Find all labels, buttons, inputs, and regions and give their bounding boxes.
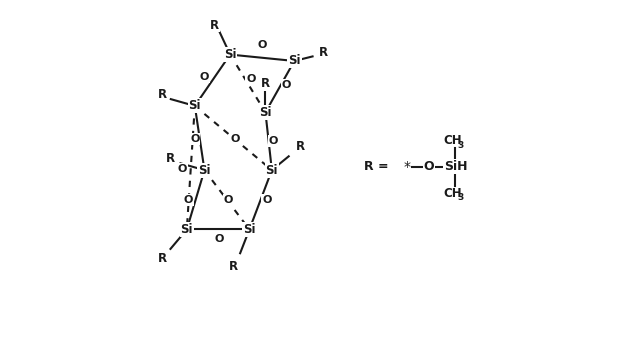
Text: O: O (230, 134, 239, 144)
Text: R: R (261, 77, 270, 90)
Text: Si: Si (189, 99, 201, 113)
Text: O: O (424, 160, 435, 174)
Text: R: R (158, 252, 167, 265)
Text: O: O (224, 195, 233, 205)
Text: 3: 3 (457, 141, 463, 150)
Text: O: O (200, 72, 209, 82)
Text: O: O (257, 40, 267, 50)
Text: Si: Si (259, 106, 272, 119)
Text: *: * (403, 160, 410, 174)
Text: 3: 3 (457, 193, 463, 202)
Text: O: O (184, 195, 193, 205)
Text: O: O (269, 136, 278, 146)
Text: Si: Si (288, 55, 301, 67)
Text: Si: Si (224, 48, 236, 61)
Text: R: R (157, 88, 166, 101)
Text: Si: Si (243, 223, 255, 236)
Text: Si: Si (198, 163, 211, 177)
Text: R =: R = (364, 160, 388, 174)
Text: R: R (210, 19, 220, 32)
Text: O: O (262, 195, 272, 205)
Text: R: R (319, 47, 328, 59)
Text: Si: Si (180, 223, 193, 236)
Text: CH: CH (444, 134, 462, 147)
Text: R: R (296, 140, 305, 153)
Text: R: R (228, 260, 238, 273)
Text: O: O (214, 234, 223, 244)
Text: R: R (166, 152, 175, 165)
Text: O: O (246, 73, 256, 84)
Text: SiH: SiH (444, 160, 467, 174)
Text: CH: CH (444, 187, 462, 200)
Text: O: O (190, 134, 200, 144)
Text: Si: Si (266, 163, 278, 177)
Text: O: O (178, 163, 188, 174)
Text: O: O (282, 80, 291, 90)
